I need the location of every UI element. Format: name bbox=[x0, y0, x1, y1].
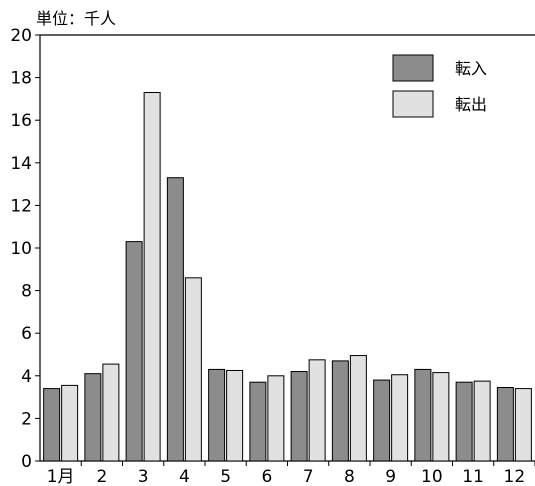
x-tick-label: 1月 bbox=[47, 467, 75, 486]
bar-tenshutsu bbox=[102, 363, 120, 462]
bar-tenshutsu bbox=[349, 355, 367, 462]
bar-tennyu bbox=[496, 387, 514, 462]
bar-tenshutsu bbox=[143, 92, 161, 462]
y-tick-label: 8 bbox=[21, 282, 32, 302]
y-tick-label: 14 bbox=[10, 154, 32, 174]
bar-tennyu bbox=[331, 360, 349, 462]
y-tick-label: 10 bbox=[10, 239, 32, 259]
bar-tennyu bbox=[43, 388, 61, 462]
x-tick-label: 2 bbox=[96, 467, 107, 486]
x-tick-label: 9 bbox=[385, 467, 396, 486]
bar-tenshutsu bbox=[514, 388, 532, 462]
bar-tenshutsu bbox=[61, 384, 79, 462]
bar-tenshutsu bbox=[226, 369, 244, 462]
x-tick-label: 7 bbox=[303, 467, 314, 486]
bar-tennyu bbox=[455, 381, 473, 462]
bar-tenshutsu bbox=[184, 277, 202, 462]
bar-tenshutsu bbox=[432, 372, 450, 462]
legend-swatch bbox=[392, 90, 434, 118]
y-tick-label: 4 bbox=[21, 367, 32, 387]
y-tick-label: 16 bbox=[10, 111, 32, 131]
x-tick-label: 6 bbox=[261, 467, 272, 486]
bar-tennyu bbox=[208, 368, 226, 462]
y-tick-label: 6 bbox=[21, 324, 32, 344]
legend-label: 転入 bbox=[455, 59, 487, 78]
bar-tenshutsu bbox=[308, 359, 326, 462]
y-tick-label: 20 bbox=[10, 26, 32, 46]
bar-tennyu bbox=[290, 371, 308, 462]
x-tick-label: 4 bbox=[179, 467, 190, 486]
legend-label: 転出 bbox=[455, 95, 487, 114]
bar-tennyu bbox=[373, 379, 391, 462]
x-tick-label: 10 bbox=[421, 467, 443, 486]
bar-tenshutsu bbox=[391, 374, 409, 462]
bar-tennyu bbox=[414, 368, 432, 462]
bar-tennyu bbox=[84, 373, 102, 462]
bar-tenshutsu bbox=[267, 375, 285, 462]
x-tick-label: 8 bbox=[344, 467, 355, 486]
x-tick-label: 11 bbox=[462, 467, 484, 486]
bar-tennyu bbox=[125, 241, 143, 462]
bar-tennyu bbox=[249, 381, 267, 462]
x-tick-label: 5 bbox=[220, 467, 231, 486]
y-tick-label: 12 bbox=[10, 196, 32, 216]
x-tick-label: 12 bbox=[504, 467, 526, 486]
bar-tenshutsu bbox=[473, 380, 491, 462]
unit-label: 単位：千人 bbox=[36, 9, 116, 28]
x-tick-label: 3 bbox=[138, 467, 149, 486]
bar-tennyu bbox=[166, 177, 184, 462]
legend-swatch bbox=[392, 54, 434, 82]
y-tick-label: 0 bbox=[21, 452, 32, 472]
y-tick-label: 18 bbox=[10, 69, 32, 89]
y-tick-label: 2 bbox=[21, 409, 32, 429]
